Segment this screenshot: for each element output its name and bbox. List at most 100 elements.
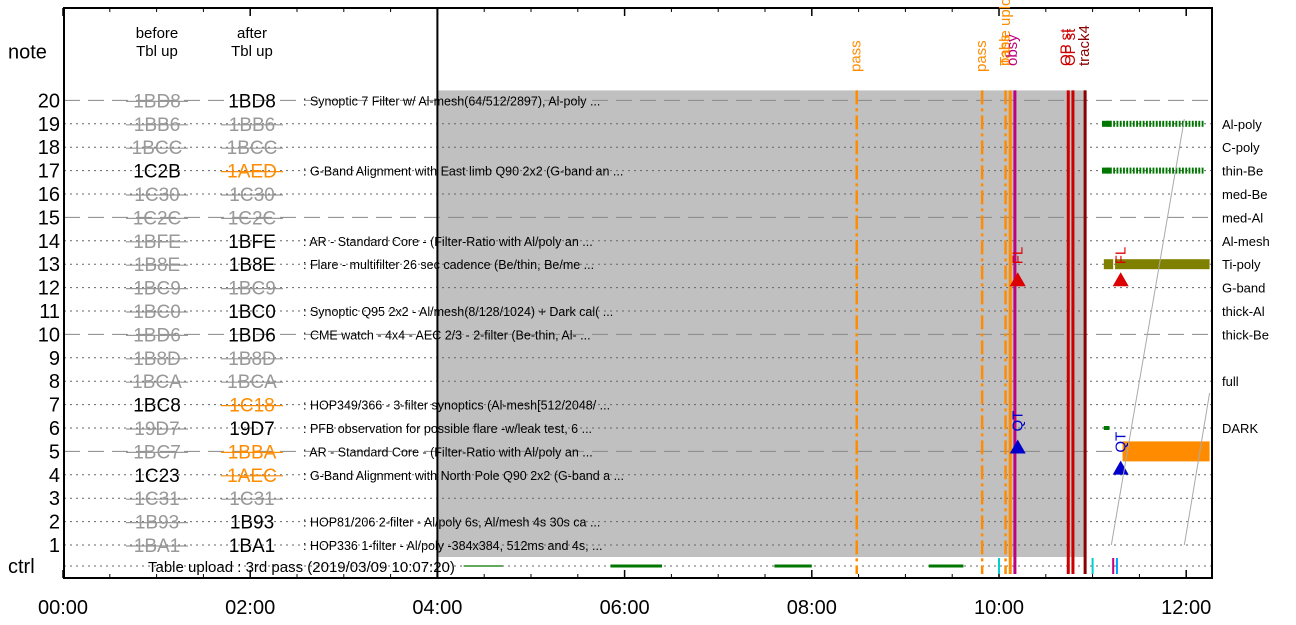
before-code: 1BC8: [133, 396, 181, 417]
filter-activity-tick: [1168, 167, 1171, 174]
before-code: 1C23: [134, 466, 179, 487]
filter-activity-tick: [1149, 167, 1152, 174]
x-tick-label: 12:00: [1161, 597, 1211, 619]
event-label: pass: [848, 40, 865, 72]
row-number: 8: [49, 371, 60, 393]
marker-triangle: [1009, 439, 1026, 454]
filter-activity-tick: [1145, 120, 1148, 127]
after-code: 1B93: [230, 513, 274, 534]
filter-activity-tick: [1168, 120, 1171, 127]
filter-activity-tick: [1132, 167, 1135, 174]
filter-activity-tick: [1172, 167, 1175, 174]
filter-activity-tick: [1165, 167, 1168, 174]
row-description: : Synoptic 7 Filter w/ Al-mesh(64/512/28…: [303, 94, 600, 108]
x-tick-label: 04:00: [412, 597, 462, 619]
filter-activity-tick: [1129, 167, 1132, 174]
filter-activity-tick: [1152, 120, 1155, 127]
filter-activity-tick: [1142, 120, 1145, 127]
marker-triangle: [1112, 460, 1129, 475]
ctrl-note: Table upload : 3rd pass (2019/03/09 10:0…: [148, 559, 455, 576]
filter-label: C-poly: [1222, 140, 1260, 155]
filter-activity-tick: [1145, 167, 1148, 174]
filter-activity-tick: [1175, 120, 1178, 127]
orange-bar: [1122, 441, 1210, 462]
filter-activity-tick: [1201, 120, 1204, 127]
ti-poly-bar: [1115, 259, 1210, 270]
filter-label: G-band: [1222, 281, 1265, 296]
filter-activity-tick: [1136, 167, 1138, 174]
row-number: 2: [49, 512, 60, 534]
row-number: 13: [38, 254, 60, 276]
filter-label: Al-poly: [1222, 117, 1262, 132]
filter-activity-tick: [1178, 167, 1181, 174]
x-tick-label: 06:00: [600, 597, 650, 619]
filter-activity-tick: [1188, 167, 1191, 174]
marker-triangle: [1112, 272, 1129, 287]
row-number: 9: [49, 348, 60, 370]
filter-activity-tick: [1116, 120, 1119, 127]
event-label: OP st: [1057, 28, 1074, 66]
row-number: 20: [38, 90, 60, 112]
event-label: OP st: [1062, 28, 1079, 66]
filter-activity-tick: [1172, 120, 1175, 127]
marker-label: FL: [1010, 247, 1027, 265]
ti-poly-bar: [1103, 259, 1114, 270]
marker-label: QT: [1010, 411, 1027, 432]
row-number: 3: [49, 488, 60, 510]
filter-activity-tick: [1185, 120, 1188, 127]
filter-activity-tick: [1201, 167, 1204, 174]
marker-label: QT: [1113, 432, 1130, 453]
filter-activity-tick: [1195, 120, 1197, 127]
filter-activity-tick: [1181, 167, 1184, 174]
row-description: : CME watch - 4x4 - AEC 2/3 - 2-filter (…: [303, 328, 591, 342]
row-number: 19: [38, 114, 60, 136]
marker-triangle: [1009, 272, 1026, 287]
row-number: 11: [39, 301, 60, 323]
filter-activity-tick: [1185, 167, 1188, 174]
filter-label: full: [1222, 374, 1239, 389]
sweep-line: [1183, 392, 1211, 546]
plot-frame: [63, 7, 1213, 579]
row-number: 10: [38, 324, 60, 346]
row-number: 14: [38, 231, 60, 253]
filter-activity-tick: [1139, 167, 1142, 174]
filter-activity-tick: [1119, 167, 1122, 174]
filter-activity-tick: [1195, 167, 1197, 174]
filter-activity-tick: [1113, 120, 1116, 127]
row-description: : Synoptic Q95 2x2 - Al/mesh(8/128/1024)…: [303, 305, 613, 319]
after-code: 1B8E: [229, 255, 275, 276]
row-number: 17: [38, 161, 60, 183]
row-description: : AR - Standard Core - (Filter-Ratio wit…: [303, 235, 593, 249]
filter-activity-tick: [1159, 120, 1161, 127]
filter-activity-tick: [1142, 167, 1145, 174]
marker-label: FL: [1113, 247, 1130, 265]
before-code: 1C2B: [133, 162, 181, 183]
filter-label: med-Be: [1222, 187, 1268, 202]
filter-activity-bar: [1101, 167, 1112, 174]
filter-activity-tick: [1191, 167, 1194, 174]
row-description: : HOP81/206 2-filter - Al/poly 6s, Al/me…: [303, 516, 600, 530]
x-tick-label: 00:00: [38, 597, 88, 619]
after-code: 1BD8: [228, 91, 276, 112]
filter-activity-tick: [1152, 167, 1155, 174]
after-code: 19D7: [229, 419, 274, 440]
filter-activity-bar: [1101, 120, 1112, 127]
row-number: 12: [38, 278, 60, 300]
filter-activity-tick: [1188, 120, 1191, 127]
filter-activity-tick: [1175, 167, 1178, 174]
filter-activity-tick: [1129, 120, 1132, 127]
filter-activity-tick: [1198, 120, 1201, 127]
filter-activity-tick: [1126, 167, 1129, 174]
filter-activity-tick: [1119, 120, 1122, 127]
filter-activity-tick: [1155, 167, 1158, 174]
row-description: : HOP336 1-filter - Al/poly -384x384, 51…: [303, 539, 602, 553]
shaded-period: [437, 90, 1087, 558]
after-header: after: [237, 25, 267, 42]
filter-activity-tick: [1181, 120, 1184, 127]
row-number: 18: [38, 137, 60, 159]
filter-label: thick-Al: [1222, 304, 1265, 319]
event-label: pass: [973, 40, 990, 72]
filter-activity-tick: [1178, 120, 1181, 127]
after-code: 1BA1: [229, 536, 275, 557]
